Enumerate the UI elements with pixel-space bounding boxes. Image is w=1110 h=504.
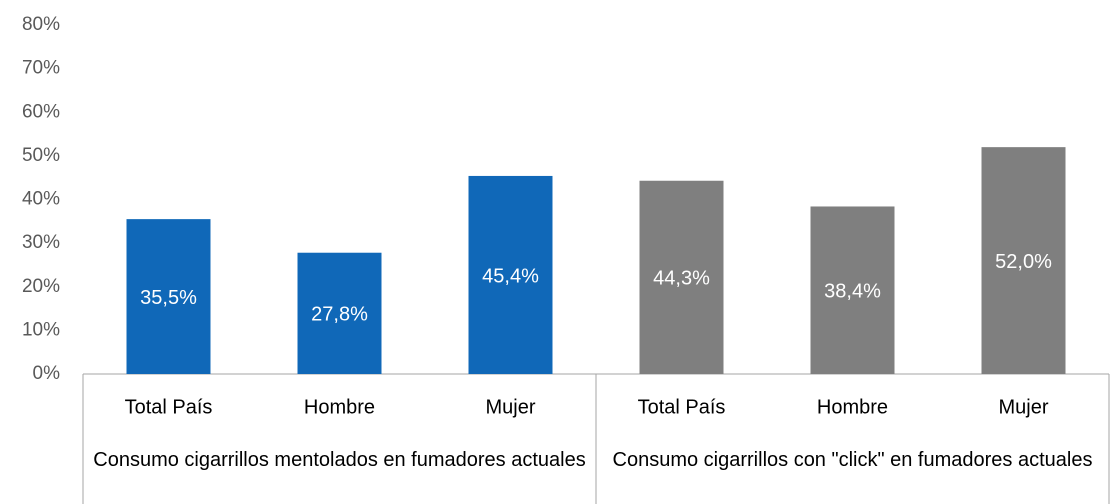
x-tick-label: Total País [638, 396, 726, 418]
x-tick-label: Mujer [485, 396, 535, 418]
data-label: 35,5% [140, 287, 197, 309]
x-tick-label: Hombre [304, 396, 375, 418]
y-tick-label: 60% [22, 101, 60, 122]
bar [810, 206, 895, 374]
x-tick-label: Hombre [817, 396, 888, 418]
y-tick-label: 10% [22, 319, 60, 340]
data-label: 45,4% [482, 265, 539, 287]
group-label: Consumo cigarrillos mentolados en fumado… [93, 449, 586, 471]
data-label: 44,3% [653, 268, 710, 290]
y-tick-label: 0% [33, 363, 61, 384]
data-label: 38,4% [824, 281, 881, 303]
bar [297, 252, 382, 374]
bar [126, 219, 211, 374]
y-tick-label: 50% [22, 145, 60, 166]
data-label: 27,8% [311, 304, 368, 326]
x-tick-label: Mujer [998, 396, 1048, 418]
y-tick-label: 20% [22, 276, 60, 297]
bar [639, 180, 724, 374]
y-tick-label: 30% [22, 232, 60, 253]
y-tick-label: 40% [22, 189, 60, 210]
x-tick-label: Total País [125, 396, 213, 418]
y-tick-label: 70% [22, 58, 60, 79]
data-label: 52,0% [995, 251, 1052, 273]
group-label: Consumo cigarrillos con "click" en fumad… [612, 449, 1093, 471]
bar [468, 175, 553, 374]
bar [981, 147, 1066, 374]
y-tick-label: 80% [22, 14, 60, 35]
